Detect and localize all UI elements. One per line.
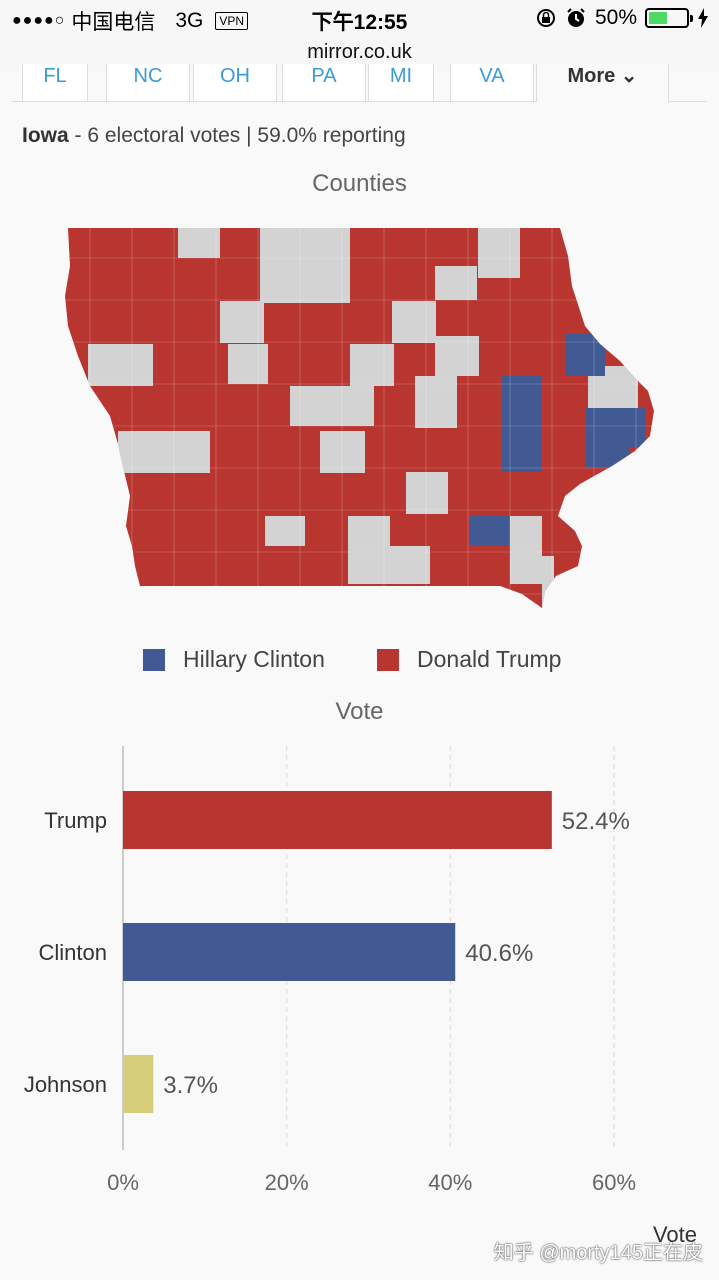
legend-swatch-clinton [143,648,165,671]
county-no-result [260,228,350,303]
iowa-county-map [65,228,654,608]
bar-clinton [123,923,456,981]
county-results [88,228,645,606]
county-borders [65,228,654,608]
x-tick-label: 0% [107,1170,139,1195]
county-no-result [510,516,542,584]
state-name: Iowa [22,124,69,147]
county-no-result [330,386,374,426]
state-tabs: FL NC OH PA MI VA More ⌄ [12,64,708,102]
legend-trump: Donald Trump [377,646,561,673]
chevron-down-icon: ⌄ [620,65,638,87]
legend-label-trump: Donald Trump [417,646,562,672]
county-clinton [565,334,605,376]
bar-johnson [123,1055,154,1113]
x-tick-label: 60% [592,1170,636,1195]
legend-swatch-trump [377,648,399,671]
status-bar: ●●●●○ 中国电信 3G VPN 下午12:55 50% [0,0,719,40]
county-no-result [265,516,305,546]
alarm-icon [567,8,585,27]
value-label: 52.4% [562,808,630,835]
county-no-result [178,228,220,258]
county-no-result [350,344,394,386]
county-no-result [88,344,153,386]
legend-label-clinton: Hillary Clinton [183,646,325,672]
x-axis-label: Vote [652,1222,697,1247]
county-clinton [585,408,645,448]
county-no-result [390,546,430,584]
battery-level [649,12,667,24]
county-clinton [502,376,542,422]
carrier-name: 中国电信 [71,11,156,34]
value-label: 3.7% [163,1072,218,1099]
status-right: 50% [535,6,709,30]
county-no-result [228,344,268,384]
status-left: ●●●●○ 中国电信 3G VPN [12,6,249,36]
tab-va[interactable]: VA [450,64,534,102]
county-no-result [435,336,479,376]
county-clinton [502,422,542,472]
county-no-result [348,516,390,584]
county-no-result [478,228,520,278]
category-label: Johnson [24,1072,107,1097]
category-label: Trump [44,808,107,833]
charging-bolt-icon [698,8,708,28]
tabs-divider [12,101,537,102]
battery-icon [645,8,693,28]
tabs-divider-right [669,101,707,102]
signal-strength-icon: ●●●●○ [12,12,66,29]
county-no-result [162,431,210,473]
vote-chart-svg: 0% 20% 40% 60% Trump 52.4% Clinton 40.6% Johnson… [24,746,636,1195]
category-label: Clinton [39,940,107,965]
value-label: 40.6% [465,940,533,967]
county-clinton [470,516,510,546]
county-no-result [406,472,448,514]
county-no-result [320,431,365,473]
tab-mi[interactable]: MI [368,64,434,102]
tab-fl[interactable]: FL [22,64,88,102]
x-tick-label: 20% [265,1170,309,1195]
bar-trump [123,791,552,849]
map-title: Counties [312,170,407,197]
county-no-result [290,386,330,426]
state-details: - 6 electoral votes | 59.0% reporting [68,124,406,147]
rotation-lock-icon [536,9,555,27]
legend-clinton: Hillary Clinton [143,646,325,673]
county-no-result [435,266,477,300]
county-clinton [585,448,630,468]
watermark-text: 知乎 @morty145正在皮 [493,1242,703,1264]
url-text: mirror.co.uk [307,41,412,63]
battery-percent: 50% [594,6,637,29]
vpn-badge: VPN [215,12,249,30]
x-tick-label: 40% [428,1170,472,1195]
county-no-result [392,301,436,343]
network-type: 3G [175,9,204,32]
map-legend: Hillary Clinton Donald Trump [0,646,719,676]
chart-title: Vote [335,698,384,725]
tab-pa[interactable]: PA [282,64,366,102]
county-no-result [220,301,264,343]
county-no-result [415,376,457,428]
tab-nc[interactable]: NC [106,64,190,102]
tab-oh[interactable]: OH [193,64,277,102]
tab-more[interactable]: More ⌄ [536,64,669,102]
vote-bar-chart: 0% 20% 40% 60% Trump 52.4% Clinton 40.6% Johnson… [0,740,719,1280]
state-summary: Iowa - 6 electoral votes | 59.0% reporti… [22,124,406,148]
